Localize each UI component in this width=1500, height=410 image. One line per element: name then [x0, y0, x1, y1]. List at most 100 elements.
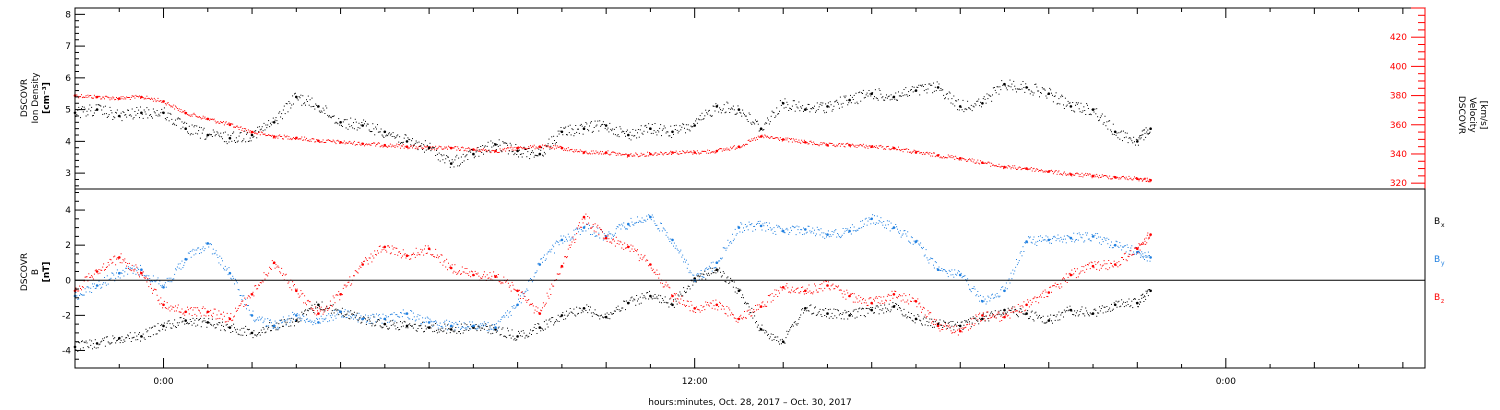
velocity-series-sample	[116, 98, 118, 99]
series-bx-sample	[585, 310, 587, 311]
series-by-sample	[846, 229, 848, 231]
series-by-sample	[254, 321, 256, 323]
velocity-series-sample	[379, 146, 381, 148]
series-bx-sample	[356, 312, 358, 314]
velocity-series-sample	[447, 148, 448, 150]
velocity-series-sample	[840, 143, 842, 145]
ion-density-series-sample	[799, 110, 801, 112]
velocity-series-sample	[258, 131, 259, 133]
series-bx-sample	[1030, 311, 1032, 313]
ion-density-series-sample	[671, 137, 673, 138]
series-bz-sample	[189, 308, 191, 310]
velocity-series-sample	[1120, 178, 1122, 180]
ion-density-series-sample	[283, 105, 285, 107]
series-by-sample	[703, 277, 705, 278]
series-by-sample	[903, 230, 905, 232]
series-bz-point	[162, 303, 165, 307]
series-bx-sample	[564, 314, 566, 316]
velocity-series-sample	[938, 154, 940, 156]
ion-density-series-sample	[552, 143, 554, 144]
series-bz-sample	[92, 276, 93, 278]
series-bx-sample	[135, 339, 137, 341]
velocity-series-sample	[409, 147, 411, 149]
ion-density-series-sample	[744, 114, 745, 116]
series-by-sample	[820, 228, 822, 230]
velocity-series-sample	[1083, 174, 1085, 176]
ion-density-series-sample	[238, 135, 240, 137]
series-bx-sample	[469, 328, 471, 330]
series-by-sample	[1145, 255, 1147, 257]
series-bx-sample	[214, 327, 216, 329]
series-by-sample	[839, 237, 841, 239]
ion-density-series-sample	[759, 129, 761, 131]
series-bx-sample	[806, 307, 808, 309]
series-bx-sample	[430, 327, 432, 329]
series-by-sample	[199, 253, 200, 254]
ion-density-series-sample	[293, 103, 294, 105]
velocity-series-sample	[1127, 179, 1129, 181]
series-bz-sample	[190, 307, 192, 308]
velocity-series-sample	[778, 138, 780, 140]
velocity-series-sample	[593, 152, 595, 154]
series-bx-sample	[779, 339, 781, 341]
ion-density-series-sample	[298, 96, 300, 98]
series-bx-sample	[148, 336, 150, 337]
series-bx-sample	[878, 313, 880, 315]
series-by-sample	[685, 259, 687, 261]
velocity-series-sample	[767, 136, 769, 138]
velocity-series-sample	[113, 97, 115, 99]
velocity-series-sample	[560, 146, 562, 148]
velocity-series-sample	[481, 149, 483, 151]
ion-density-series-sample	[504, 142, 506, 144]
ion-density-series-sample	[869, 93, 871, 95]
series-bx-sample	[637, 298, 639, 300]
velocity-series-sample	[97, 96, 99, 98]
velocity-series-sample	[942, 157, 944, 159]
series-by-sample	[1103, 237, 1105, 238]
series-by-sample	[791, 225, 793, 227]
ion-density-series-sample	[411, 140, 413, 142]
ion-density-series-sample	[173, 122, 175, 124]
series-by-sample	[779, 226, 780, 228]
ion-density-series-sample	[616, 135, 618, 137]
series-bx-sample	[231, 325, 233, 327]
series-bx-sample	[868, 308, 870, 309]
series-bx-sample	[484, 323, 486, 325]
ion-density-series-sample	[278, 112, 280, 114]
ion-density-series-sample	[228, 141, 230, 143]
series-bx-sample	[499, 334, 501, 336]
ion-density-series-sample	[1142, 134, 1144, 136]
series-bx-sample	[223, 329, 225, 331]
series-bx-sample	[278, 323, 280, 325]
velocity-series-sample	[578, 151, 580, 153]
velocity-series-sample	[973, 159, 975, 161]
series-bx-sample	[951, 325, 953, 327]
ion-density-series-sample	[232, 132, 234, 134]
series-bx-sample	[1065, 310, 1067, 312]
ion-density-series-sample	[536, 155, 538, 157]
velocity-series-sample	[165, 104, 167, 106]
velocity-series-sample	[960, 159, 962, 161]
ion-density-series-sample	[821, 104, 823, 106]
ion-density-series-sample	[410, 144, 412, 146]
ion-density-series-sample	[108, 114, 110, 116]
series-by-sample	[224, 265, 226, 267]
series-by-sample	[505, 312, 507, 314]
series-by-sample	[116, 269, 118, 271]
series-bx-sample	[944, 321, 946, 323]
series-bx-sample	[1066, 306, 1068, 308]
series-by-sample	[1149, 260, 1151, 262]
series-by-sample	[113, 274, 115, 276]
velocity-series-sample	[615, 154, 617, 156]
series-by-sample	[856, 229, 858, 231]
series-by-sample	[758, 223, 760, 224]
series-by-sample	[282, 321, 283, 323]
series-bx-sample	[1019, 308, 1021, 310]
velocity-series-sample	[137, 95, 139, 97]
velocity-series-sample	[341, 141, 342, 143]
velocity-series-sample	[128, 97, 129, 98]
ion-density-series-sample	[262, 130, 264, 132]
ion-density-series-sample	[541, 147, 543, 149]
ion-density-series-sample	[174, 124, 176, 126]
series-by-sample	[823, 232, 825, 234]
